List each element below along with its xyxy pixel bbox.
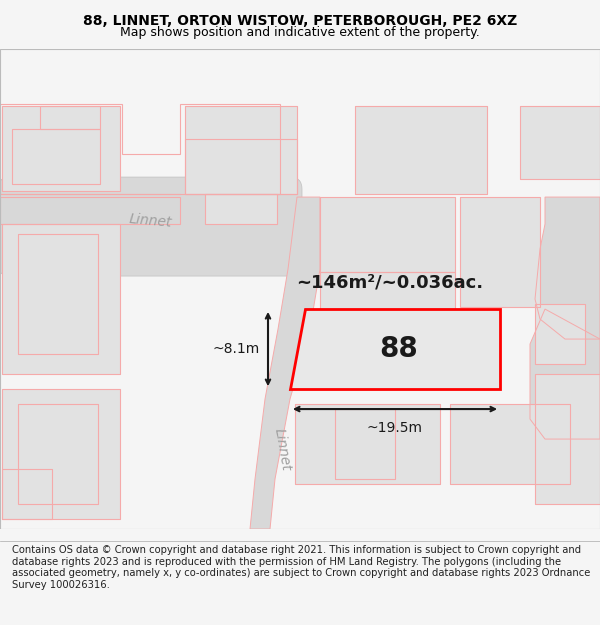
Bar (2, 106, 120, 191)
Bar (2, 389, 120, 519)
Bar (2, 224, 120, 374)
Text: Contains OS data © Crown copyright and database right 2021. This information is : Contains OS data © Crown copyright and d… (12, 545, 590, 590)
Bar (2, 469, 52, 519)
Text: 88: 88 (379, 335, 418, 363)
Bar (185, 106, 297, 194)
Bar (295, 404, 440, 484)
Bar (18, 404, 98, 504)
Bar (320, 272, 455, 309)
Bar (40, 106, 100, 129)
Bar (2, 469, 52, 519)
Bar (320, 197, 455, 272)
Text: ~8.1m: ~8.1m (213, 342, 260, 356)
Bar (460, 197, 540, 307)
Bar (185, 139, 297, 194)
Bar (185, 106, 297, 194)
Bar (450, 404, 570, 484)
Bar (355, 106, 487, 194)
Text: ~146m²/~0.036ac.: ~146m²/~0.036ac. (296, 273, 484, 291)
Text: ~19.5m: ~19.5m (367, 421, 423, 435)
FancyBboxPatch shape (0, 177, 302, 276)
Bar (2, 224, 120, 374)
Bar (535, 304, 585, 364)
Bar (295, 404, 440, 484)
Bar (460, 197, 540, 307)
Polygon shape (535, 197, 600, 339)
Bar (535, 304, 585, 364)
Polygon shape (250, 197, 320, 529)
Polygon shape (290, 309, 500, 389)
Text: Linnet: Linnet (271, 427, 293, 471)
Bar (535, 374, 600, 504)
Bar (335, 409, 395, 479)
Bar (18, 234, 98, 354)
Text: 88, LINNET, ORTON WISTOW, PETERBOROUGH, PE2 6XZ: 88, LINNET, ORTON WISTOW, PETERBOROUGH, … (83, 14, 517, 28)
Bar (12, 129, 100, 184)
Text: Map shows position and indicative extent of the property.: Map shows position and indicative extent… (120, 26, 480, 39)
Bar (520, 106, 600, 179)
Bar (2, 106, 120, 191)
Bar (205, 194, 277, 224)
Bar (335, 409, 395, 479)
Bar (320, 197, 455, 272)
Bar (185, 139, 297, 194)
Bar (450, 404, 570, 484)
Text: Linnet: Linnet (128, 213, 172, 230)
Polygon shape (290, 309, 500, 389)
Bar (535, 374, 600, 504)
Bar (205, 194, 277, 224)
Polygon shape (530, 309, 600, 439)
Bar (2, 389, 120, 519)
Bar (520, 106, 600, 179)
Bar (18, 234, 98, 354)
Bar (355, 106, 487, 194)
Bar (12, 129, 100, 184)
Bar (18, 404, 98, 504)
Bar (40, 106, 100, 129)
Bar (320, 272, 455, 309)
